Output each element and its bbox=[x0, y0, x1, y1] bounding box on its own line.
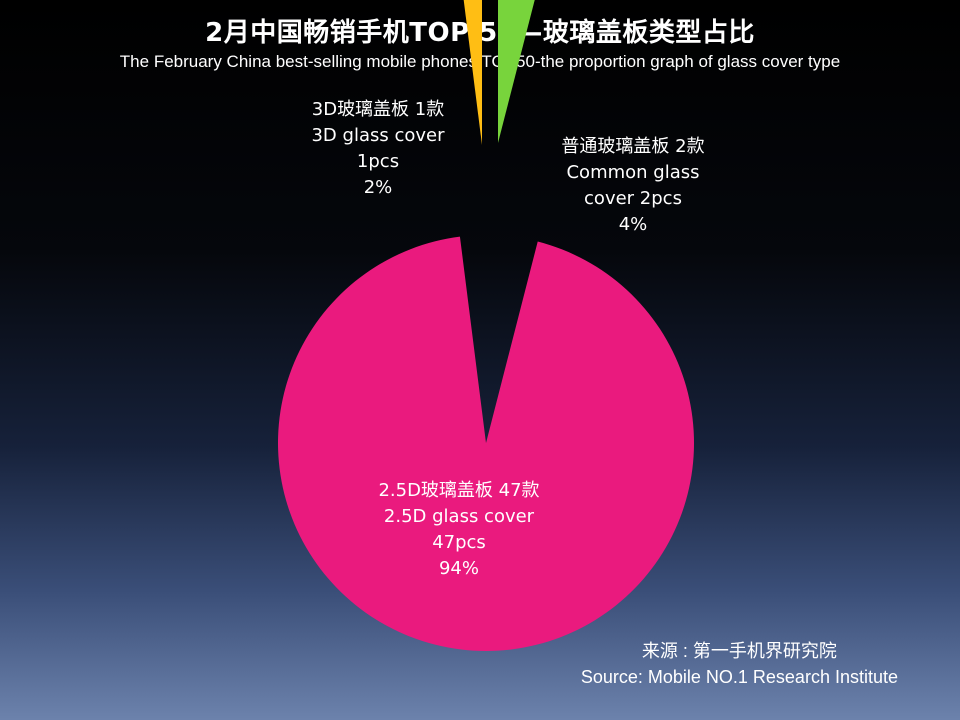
pie-slice-common bbox=[498, 0, 535, 143]
slice-label-line: 普通玻璃盖板 2款 bbox=[561, 136, 704, 157]
slice-label-line: 1pcs bbox=[357, 151, 399, 172]
pie-slice-3d bbox=[463, 0, 482, 145]
slice-label-3d: 3D玻璃盖板 1款 3D glass cover 1pcs 2% bbox=[311, 99, 445, 198]
pie-slice-2-5d bbox=[277, 236, 694, 651]
slice-label-line: 2.5D glass cover bbox=[384, 506, 535, 527]
slice-label-line: Common glass bbox=[566, 162, 699, 183]
slice-label-line: 3D glass cover bbox=[311, 125, 445, 146]
source-line-cn: 来源 : 第一手机界研究院 bbox=[641, 641, 837, 661]
source-line-en: Source: Mobile NO.1 Research Institute bbox=[580, 667, 898, 687]
slice-label-line: 2.5D玻璃盖板 47款 bbox=[378, 480, 539, 501]
slice-label-line: 47pcs bbox=[432, 532, 486, 553]
slice-label-line: 3D玻璃盖板 1款 bbox=[312, 99, 445, 120]
slice-label-line: 4% bbox=[619, 214, 648, 235]
slice-label-line: 2% bbox=[364, 177, 393, 198]
slice-label-2-5d: 2.5D玻璃盖板 47款 2.5D glass cover 47pcs 94% bbox=[378, 480, 539, 579]
source-note: 来源 : 第一手机界研究院 Source: Mobile NO.1 Resear… bbox=[581, 638, 898, 690]
slice-label-common: 普通玻璃盖板 2款 Common glass cover 2pcs 4% bbox=[561, 136, 704, 235]
slice-label-line: 94% bbox=[439, 558, 479, 579]
slice-label-line: cover 2pcs bbox=[584, 188, 682, 209]
